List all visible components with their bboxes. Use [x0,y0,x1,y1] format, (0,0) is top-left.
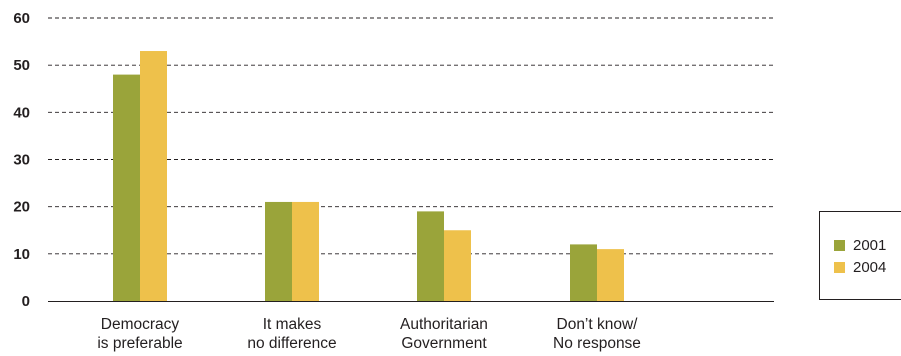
x-tick-label-1-0: It makes [263,316,322,333]
x-tick-label-3-0: Don’t know/ [557,316,639,333]
x-tick-label-1-1: no difference [247,335,336,352]
bar-2001-2 [417,211,444,301]
y-tick-label-20: 20 [13,199,30,216]
y-tick-label-0: 0 [22,293,30,310]
x-tick-label-0-1: is preferable [97,335,182,352]
legend-swatch-2001 [834,239,845,251]
y-tick-label-30: 30 [13,152,30,169]
legend-item-2001: 2001 [834,236,886,254]
y-tick-label-50: 50 [13,57,30,74]
bar-2004-3 [597,249,624,301]
x-tick-label-2-0: Authoritarian [400,316,488,333]
legend: 2001 2004 [819,211,901,300]
bar-2004-1 [292,201,319,301]
legend-swatch-2004 [834,261,845,273]
x-tick-label-2-1: Government [401,335,487,352]
y-axis-ticks: 0 10 20 30 40 50 60 [13,10,30,310]
bar-2001-3 [570,244,597,301]
bar-2001-1 [265,201,292,301]
bar-2001-0 [113,74,140,301]
legend-label-2001: 2001 [853,236,887,254]
x-tick-label-0-0: Democracy [101,316,180,333]
bars [113,51,624,302]
legend-item-2004: 2004 [834,258,886,276]
y-tick-label-10: 10 [13,246,30,263]
x-axis-ticks: Democracy is preferable It makes no differe… [97,316,641,352]
y-tick-label-40: 40 [13,104,30,121]
x-tick-label-3-1: No response [553,335,641,352]
bar-2004-2 [444,230,471,301]
gridlines [48,17,774,255]
legend-label-2004: 2004 [853,258,887,276]
y-tick-label-60: 60 [13,10,30,27]
bar-2004-0 [140,51,167,302]
